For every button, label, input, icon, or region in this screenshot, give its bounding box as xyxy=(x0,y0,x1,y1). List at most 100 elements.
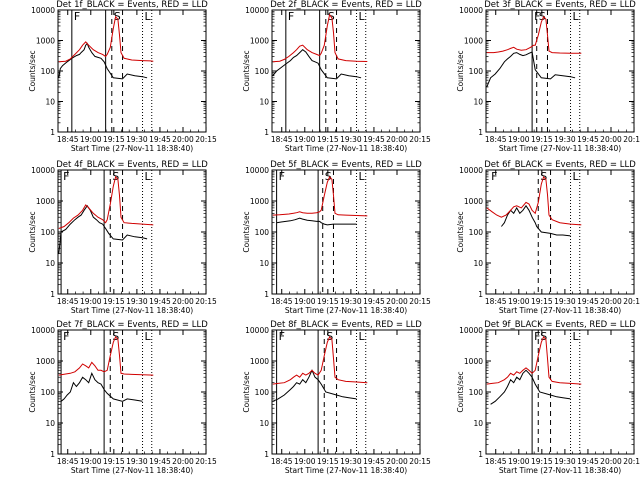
marker-label: L xyxy=(573,10,580,23)
x-axis-label: Start Time (27-Nov-11 18:38:40) xyxy=(285,466,407,475)
x-axis-label: Start Time (27-Nov-11 18:38:40) xyxy=(499,306,621,315)
x-tick-label: 18:45 xyxy=(485,135,507,144)
x-axis-label: Start Time (27-Nov-11 18:38:40) xyxy=(71,466,193,475)
x-tick-label: 20:15 xyxy=(623,297,640,306)
y-tick-label: 1000 xyxy=(464,37,483,46)
y-tick-label: 1 xyxy=(478,290,483,299)
x-tick-label: 19:00 xyxy=(294,457,316,466)
x-tick-label: 19:15 xyxy=(317,297,339,306)
plot-frame xyxy=(485,9,635,133)
y-axis-label: Counts/sec xyxy=(242,371,251,412)
x-tick-label: 19:45 xyxy=(577,135,599,144)
y-tick-label: 1 xyxy=(50,128,55,137)
x-tick-label: 19:00 xyxy=(294,297,316,306)
y-tick-label: 100 xyxy=(255,67,270,76)
y-tick-label: 10 xyxy=(45,419,55,428)
x-tick-label: 20:00 xyxy=(172,457,194,466)
x-tick-label: 18:45 xyxy=(57,135,79,144)
x-tick-label: 19:15 xyxy=(103,297,125,306)
series-lld xyxy=(58,15,154,63)
x-tick-label: 20:00 xyxy=(600,297,622,306)
x-tick-label: 20:00 xyxy=(600,135,622,144)
y-tick-label: 100 xyxy=(41,388,56,397)
x-tick-label: 19:00 xyxy=(80,297,102,306)
y-tick-label: 100 xyxy=(41,67,56,76)
y-tick-label: 1 xyxy=(50,290,55,299)
x-axis-label: Start Time (27-Nov-11 18:38:40) xyxy=(285,306,407,315)
x-tick-label: 20:15 xyxy=(409,135,431,144)
y-axis-label: Counts/sec xyxy=(456,371,465,412)
chart-title: Det 7f_BLACK = Events, RED = LLD xyxy=(56,320,208,330)
series-lld xyxy=(272,176,368,217)
series-lld xyxy=(272,336,368,385)
marker-label: F xyxy=(63,330,69,343)
y-tick-label: 100 xyxy=(469,228,484,237)
series-events xyxy=(58,204,148,254)
marker-label: L xyxy=(145,330,152,343)
y-tick-label: 10 xyxy=(45,98,55,107)
y-tick-label: 10 xyxy=(473,419,483,428)
y-tick-label: 10000 xyxy=(31,166,55,175)
y-tick-label: 1000 xyxy=(250,37,269,46)
chart-panel-6: Det 6f_BLACK = Events, RED = LLD 1 10 100 10… xyxy=(456,160,640,315)
chart-panel-5: Det 5f_BLACK = Events, RED = LLD 1 10 100 10… xyxy=(242,160,431,315)
y-tick-label: 1000 xyxy=(36,37,55,46)
marker-label: F xyxy=(279,330,285,343)
marker-label: S xyxy=(325,170,332,183)
x-tick-label: 20:00 xyxy=(172,135,194,144)
x-tick-label: 19:00 xyxy=(294,135,316,144)
chart-panel-8: Det 8f_BLACK = Events, RED = LLD 1 10 100 10… xyxy=(242,320,431,475)
chart-title: Det 8f_BLACK = Events, RED = LLD xyxy=(270,320,422,330)
chart-panel-1: Det 1f_BLACK = Events, RED = LLD 1 10 100 10… xyxy=(28,0,217,153)
x-tick-label: 19:00 xyxy=(80,457,102,466)
plot-frame xyxy=(271,169,421,295)
plot-frame xyxy=(485,169,635,295)
y-tick-label: 100 xyxy=(41,228,56,237)
x-tick-label: 19:45 xyxy=(363,135,385,144)
chart-title: Det 3f_BLACK = Events, RED = LLD xyxy=(484,0,636,10)
y-axis-label: Counts/sec xyxy=(242,211,251,252)
y-tick-label: 100 xyxy=(469,67,484,76)
x-tick-label: 19:45 xyxy=(149,135,171,144)
chart-title: Det 4f_BLACK = Events, RED = LLD xyxy=(56,160,208,170)
marker-label: S xyxy=(539,10,546,23)
x-tick-label: 19:15 xyxy=(531,457,553,466)
chart-panel-4: Det 4f_BLACK = Events, RED = LLD 1 10 100 10… xyxy=(28,160,217,315)
marker-label: L xyxy=(145,10,152,23)
y-tick-label: 1000 xyxy=(250,357,269,366)
y-tick-label: 10000 xyxy=(245,6,269,15)
marker-label: F xyxy=(491,170,497,183)
chart-panel-9: Det 9f_BLACK = Events, RED = LLD 1 10 100 10… xyxy=(456,320,640,475)
marker-label: S xyxy=(114,10,121,23)
x-axis-label: Start Time (27-Nov-11 18:38:40) xyxy=(285,144,407,153)
x-tick-label: 19:45 xyxy=(577,297,599,306)
x-tick-label: 20:00 xyxy=(600,457,622,466)
plot-frame xyxy=(271,9,421,133)
series-lld xyxy=(486,175,582,226)
series-events xyxy=(60,371,143,402)
x-tick-label: 19:45 xyxy=(363,297,385,306)
series-lld xyxy=(272,13,368,63)
x-tick-label: 19:15 xyxy=(531,135,553,144)
x-tick-label: 18:45 xyxy=(271,135,293,144)
y-tick-label: 10000 xyxy=(31,326,55,335)
y-tick-label: 100 xyxy=(255,388,270,397)
marker-label: F xyxy=(279,170,285,183)
marker-label: L xyxy=(145,170,152,183)
y-tick-label: 1 xyxy=(50,450,55,459)
y-tick-label: 1 xyxy=(478,128,483,137)
x-axis-label: Start Time (27-Nov-11 18:38:40) xyxy=(499,144,621,153)
x-tick-label: 18:45 xyxy=(271,297,293,306)
x-axis-label: Start Time (27-Nov-11 18:38:40) xyxy=(499,466,621,475)
series-lld xyxy=(486,336,582,385)
y-tick-label: 1 xyxy=(264,450,269,459)
y-tick-label: 10000 xyxy=(459,326,483,335)
x-tick-label: 20:15 xyxy=(623,457,640,466)
y-tick-label: 1 xyxy=(264,290,269,299)
plot-frame xyxy=(57,9,207,133)
x-tick-label: 19:15 xyxy=(103,135,125,144)
marker-label: F xyxy=(63,170,69,183)
x-tick-label: 19:45 xyxy=(149,457,171,466)
y-axis-label: Counts/sec xyxy=(28,371,37,412)
